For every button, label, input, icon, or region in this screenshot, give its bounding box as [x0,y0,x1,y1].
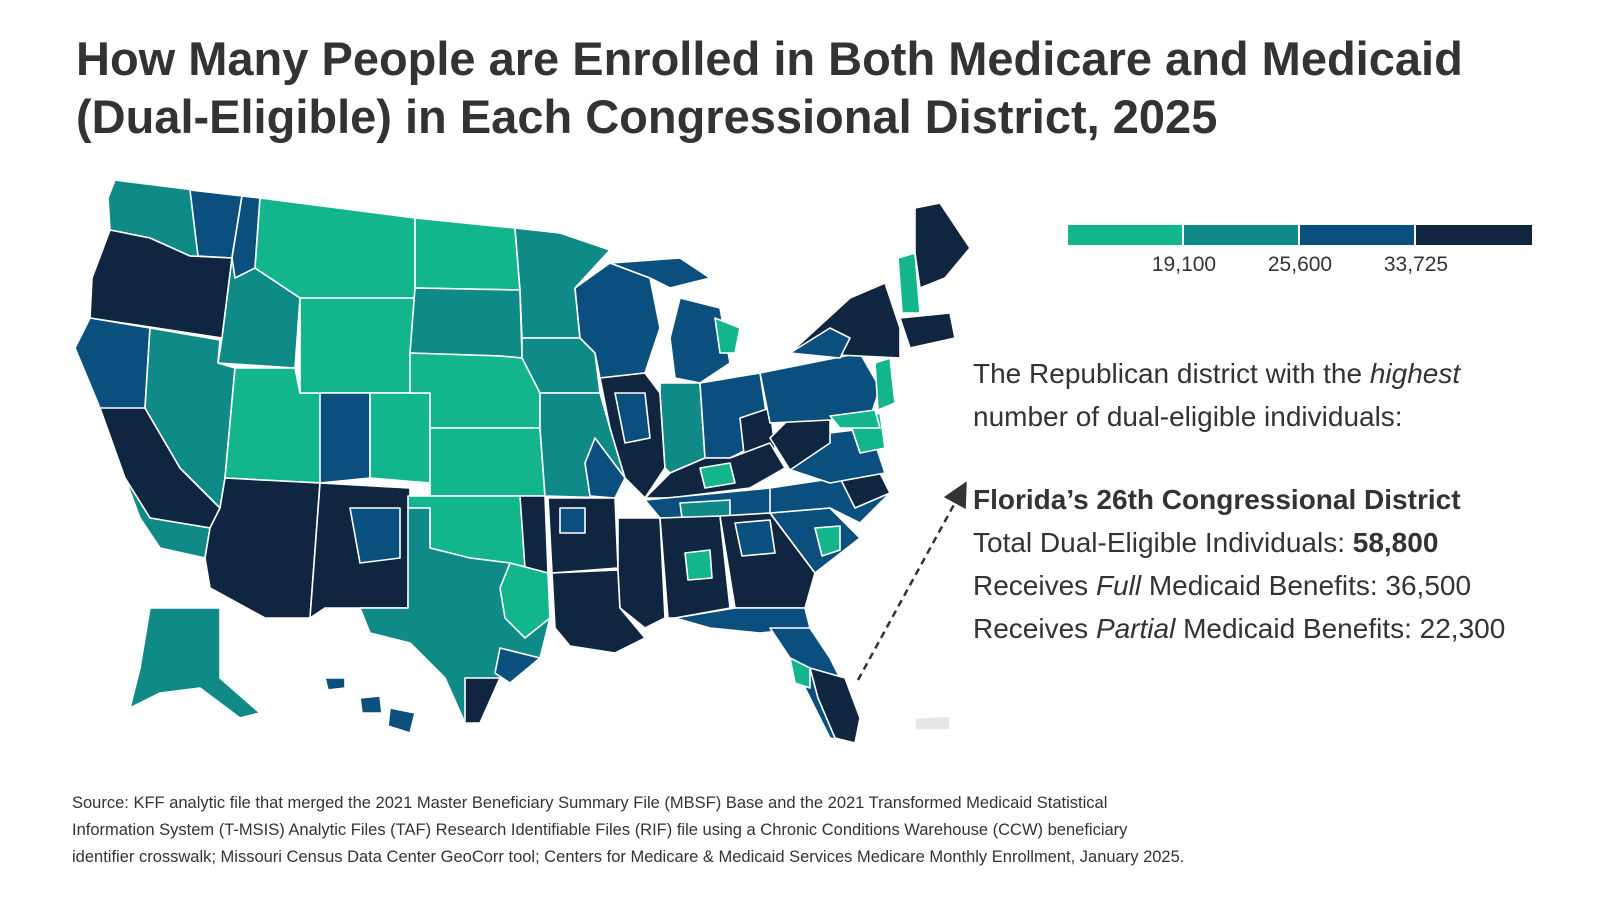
region-texas-south [464,677,501,724]
callout-full-emphasis: Full [1095,570,1142,601]
legend-tick-2: 25,600 [1267,253,1333,276]
chart-title: How Many People are Enrolled in Both Med… [76,30,1556,146]
region-colorado-east [369,392,431,484]
callout-total-label: Total Dual-Eligible Individuals: [973,527,1353,558]
region-arkansas-nw [559,507,586,534]
region-kentucky-central [699,462,736,489]
region-pennsylvania [759,352,881,424]
callout-intro-emphasis: highest [1369,358,1461,389]
region-hawaii-3 [387,707,416,734]
us-map-svg [74,179,971,744]
region-oklahoma-east [519,495,549,574]
region-alabama-central [684,549,713,581]
region-missouri-se [584,437,626,499]
region-florida-south [809,667,861,744]
region-maryland [829,409,881,429]
region-new-mexico-north [349,507,401,564]
callout-full-suffix: Medicaid Benefits: 36,500 [1141,570,1472,601]
legend-bar [1068,225,1532,245]
legend-swatch-1 [1068,225,1184,245]
region-idaho-north [231,195,261,279]
callout-full-line: Receives Full Medicaid Benefits: 36,500 [973,564,1583,607]
region-new-jersey [874,357,896,411]
region-texas-gulf [494,647,541,684]
callout-partial-emphasis: Partial [1095,613,1176,644]
region-michigan-up [609,257,711,289]
region-arizona [204,477,321,619]
legend-tick-1: 19,100 [1151,253,1217,276]
region-illinois-central [614,392,651,444]
region-maine [914,202,971,289]
callout-total-line: Total Dual-Eligible Individuals: 58,800 [973,521,1583,564]
callout-intro-prefix: The Republican district with the [973,358,1370,389]
region-north-dakota [414,217,521,291]
callout-total-value: 58,800 [1352,527,1439,558]
callout-intro-line-1: The Republican district with the highest [973,352,1583,395]
region-south-dakota [409,287,523,359]
chart-title-line-1: How Many People are Enrolled in Both Med… [76,32,1463,85]
region-florida-west [789,657,811,689]
region-south-carolina-coast [814,525,841,557]
region-michigan-thumb [714,317,741,354]
callout-partial-suffix: Medicaid Benefits: 22,300 [1175,613,1506,644]
region-puerto-rico [914,715,951,731]
source-line-2: Information System (T-MSIS) Analytic Fil… [72,821,1128,839]
region-colorado-west [319,392,371,484]
region-nebraska [409,352,541,429]
callout-arrow-line [856,481,967,681]
region-alaska [129,607,261,719]
callout-partial-line: Receives Partial Medicaid Benefits: 22,3… [973,607,1583,650]
callout-full-prefix: Receives [973,570,1096,601]
region-vermont-nh [897,252,921,314]
region-hawaii-1 [324,677,346,691]
us-district-map [70,178,1020,768]
callout-arrow [856,481,967,681]
callout-district-name: Florida’s 26th Congressional District [973,484,1461,515]
region-wyoming [299,297,416,394]
region-new-york-west [789,327,851,359]
region-texas-east [499,562,551,639]
source-note: Source: KFF analytic file that merged th… [72,790,1352,871]
region-hawaii-2 [359,695,383,714]
region-kansas [429,427,546,497]
chart-title-line-2: (Dual-Eligible) in Each Congressional Di… [76,90,1218,143]
legend-swatch-2 [1184,225,1300,245]
region-georgia-atl [734,519,776,557]
region-indiana [659,382,706,474]
callout-spacer [973,438,1583,478]
legend: 19,100 25,600 33,725 [1068,225,1532,285]
legend-swatch-4 [1416,225,1532,245]
legend-tick-3: 33,725 [1383,253,1449,276]
region-mississippi [617,517,666,629]
region-new-england [899,312,956,349]
callout-partial-prefix: Receives [973,613,1096,644]
region-montana [254,197,416,299]
callout-intro-line-2: number of dual-eligible individuals: [973,401,1403,432]
legend-swatch-3 [1300,225,1416,245]
source-line-3: identifier crosswalk; Missouri Census Da… [72,848,1185,866]
source-line-1: Source: KFF analytic file that merged th… [72,794,1108,812]
highlight-callout: The Republican district with the highest… [973,352,1583,650]
